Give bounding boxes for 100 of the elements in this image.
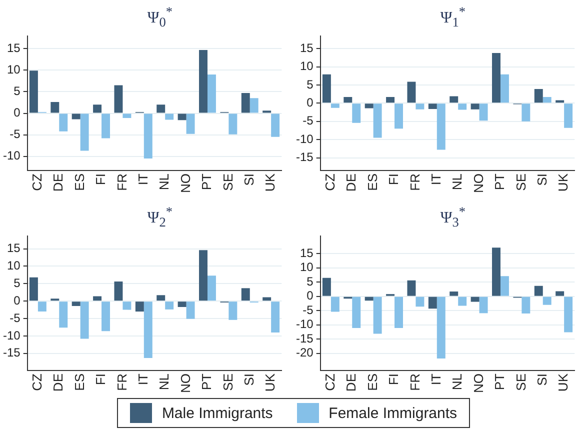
bar	[207, 276, 216, 301]
y-tick-label: 15	[300, 246, 314, 260]
y-tick-label: -5	[10, 127, 21, 142]
y-tick-label: -5	[302, 114, 314, 128]
x-tick-label: DE	[344, 373, 359, 392]
bar	[50, 102, 60, 113]
y-tick-label: -15	[296, 331, 314, 346]
x-tick-label: ES	[364, 173, 380, 191]
bar	[228, 302, 238, 320]
bar	[407, 280, 416, 296]
x-tick-label: PT	[199, 373, 214, 390]
bar	[352, 104, 361, 123]
bar	[564, 296, 573, 332]
bar	[228, 114, 238, 134]
bar	[207, 74, 216, 113]
bar	[29, 70, 38, 113]
y-tick-label: 0	[306, 95, 314, 110]
bar	[122, 302, 132, 310]
bar	[38, 302, 46, 312]
bar	[271, 114, 280, 137]
x-tick-label: SE	[513, 373, 528, 391]
x-tick-label: UK	[556, 373, 571, 392]
bar	[93, 296, 102, 301]
bar	[458, 104, 467, 110]
x-tick-label: FI	[386, 374, 402, 386]
y-tick-label: 10	[6, 258, 21, 273]
bar	[492, 248, 500, 296]
x-tick-label: NL	[156, 174, 172, 190]
bar	[436, 104, 446, 150]
x-tick-label: ES	[72, 373, 87, 391]
bar	[436, 296, 446, 359]
bar	[534, 286, 543, 296]
y-tick-label: 0	[14, 106, 21, 120]
bar	[186, 114, 195, 134]
x-tick-label: NO	[470, 174, 486, 193]
bar	[407, 82, 416, 103]
x-tick-label: CZ	[30, 173, 45, 191]
x-tick-label: FR	[407, 374, 422, 391]
bar	[542, 96, 552, 103]
x-tick-label: NL	[450, 374, 465, 390]
bar	[542, 296, 552, 305]
bar	[373, 104, 382, 138]
bar	[352, 296, 361, 328]
x-tick-label: IT	[135, 373, 150, 386]
bar	[364, 104, 374, 108]
x-tick-label: PT	[492, 373, 508, 390]
bar	[80, 302, 89, 339]
x-tick-label: NL	[156, 374, 172, 390]
bar	[322, 74, 331, 103]
y-tick-label: 5	[306, 77, 314, 92]
bar	[178, 302, 186, 308]
x-tick-label: FI	[93, 174, 108, 186]
x-tick-label: NO	[178, 174, 193, 193]
bar	[271, 302, 280, 332]
bar	[59, 302, 68, 328]
x-tick-label: FR	[407, 174, 422, 191]
y-tick-label: -10	[3, 148, 21, 163]
bar	[450, 292, 458, 296]
bar	[156, 104, 166, 113]
bar	[500, 74, 509, 103]
x-tick-label: FR	[114, 374, 130, 391]
x-tick-label: IT	[428, 373, 444, 386]
bar	[364, 296, 374, 301]
bar	[165, 114, 174, 120]
x-tick-label: DE	[50, 373, 66, 392]
y-tick-label: -10	[296, 132, 314, 146]
bar	[500, 276, 509, 296]
x-tick-label: IT	[135, 173, 150, 186]
bar	[241, 93, 250, 113]
x-tick-label: DE	[50, 173, 66, 192]
bar	[29, 277, 38, 301]
bar	[470, 296, 480, 302]
y-tick-label: -20	[296, 346, 314, 360]
x-tick-label: SE	[220, 173, 236, 191]
y-tick-label: 15	[6, 241, 21, 256]
bar	[373, 296, 382, 334]
bar	[428, 104, 437, 109]
x-tick-label: IT	[428, 173, 444, 186]
x-tick-label: ES	[364, 373, 380, 391]
bar	[479, 296, 488, 314]
x-tick-label: CZ	[322, 173, 338, 191]
bar	[80, 114, 89, 151]
x-tick-label: SI	[241, 374, 256, 386]
bar	[72, 302, 80, 306]
bar	[144, 302, 152, 358]
x-tick-label: UK	[262, 373, 278, 392]
bar	[262, 297, 272, 301]
bar	[330, 296, 340, 312]
x-tick-label: UK	[262, 173, 278, 192]
y-tick-label: 10	[300, 260, 314, 274]
y-tick-label: 10	[300, 59, 314, 74]
x-tick-label: SI	[241, 174, 256, 186]
bar	[428, 296, 437, 309]
bar	[114, 282, 123, 301]
y-tick-label: -5	[10, 310, 21, 325]
bar	[156, 295, 166, 301]
y-tick-label: 10	[6, 62, 21, 77]
bar	[556, 291, 564, 296]
x-tick-label: SE	[513, 173, 528, 191]
bar	[492, 52, 500, 103]
